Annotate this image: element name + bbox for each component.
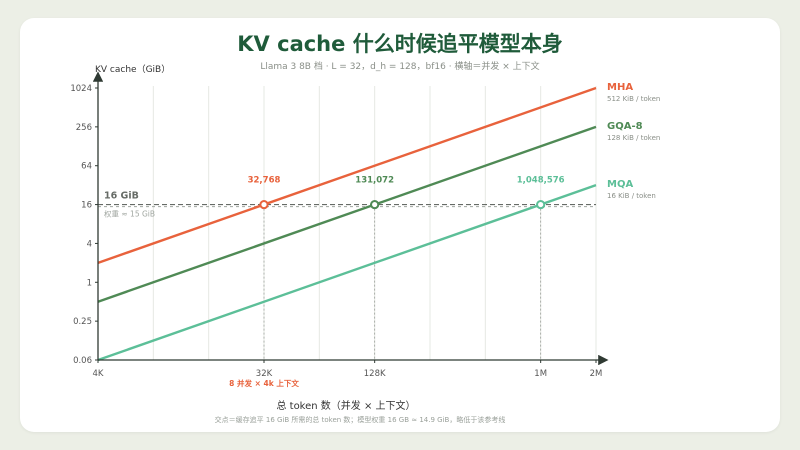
y-tick-label: 4 xyxy=(87,239,92,249)
crossing-point xyxy=(536,199,546,210)
series-rate-label: 128 KiB / token xyxy=(607,134,660,142)
series-line xyxy=(97,86,597,264)
crossing-marks: 32,768 131,072 1,048,576 xyxy=(248,176,565,210)
crossing-label: 32,768 xyxy=(248,176,281,186)
axes: KV cache（GiB） 总 token 数（并发 × 上下文） 交点＝缓存追… xyxy=(92,64,609,424)
x-axis-label: 总 token 数（并发 × 上下文） xyxy=(276,399,415,412)
y-tick-label: 1 xyxy=(87,278,92,288)
x-tick-label: 4K xyxy=(93,369,104,379)
x-note-annotation: 8 并发 × 4k 上下文 xyxy=(229,378,299,388)
series-name-label: GQA-8 xyxy=(607,121,643,132)
chart-card xyxy=(20,18,780,432)
y-tick-label: 256 xyxy=(76,123,92,133)
crossing-point xyxy=(259,199,269,210)
crossing-label: 131,072 xyxy=(355,176,394,186)
reference-line-label: 16 GiB xyxy=(104,191,139,202)
x-tick-label: 2M xyxy=(590,369,603,379)
series-name-label: MHA xyxy=(607,82,633,93)
x-tick-label: 1M xyxy=(534,369,547,379)
series-rate-label: 16 KiB / token xyxy=(607,192,656,200)
y-tick-label: 0.25 xyxy=(73,317,92,327)
series-lines xyxy=(97,86,597,362)
x-tick-label: 128K xyxy=(364,369,386,379)
y-tick-label: 0.06 xyxy=(73,356,92,366)
crossing-label: 1,048,576 xyxy=(517,176,565,186)
chart-title: KV cache 什么时候追平模型本身 xyxy=(237,32,563,56)
x-tick-label: 32K xyxy=(256,369,273,379)
reference-line-label: 权重 ≈ 15 GiB xyxy=(104,209,155,219)
series-line xyxy=(97,125,597,303)
tick-labels: 0.06 0.25 1 4 16 64 256 1024 4K 32K 128K 1M 2M xyxy=(70,84,602,379)
y-tick-label: 64 xyxy=(81,162,92,172)
crossing-guides xyxy=(263,204,542,360)
series-name-label: MQA xyxy=(607,179,633,190)
y-axis-label: KV cache（GiB） xyxy=(95,64,170,75)
series-labels: MHA 512 KiB / token GQA-8 128 KiB / token MQ… xyxy=(607,82,660,200)
y-tick-label: 1024 xyxy=(70,84,92,94)
grid xyxy=(152,86,597,360)
series-line xyxy=(97,184,597,362)
y-tick-label: 16 xyxy=(81,201,92,211)
chart-subtitle: Llama 3 8B 档 · L = 32，d_h = 128，bf16 · 横… xyxy=(260,62,540,72)
footnote: 交点＝缓存追平 16 GiB 所需的总 token 数；模型权重 16 GB ≈… xyxy=(215,415,506,424)
reference-lines: 16 GiB 权重 ≈ 15 GiB xyxy=(98,191,596,219)
crossing-point xyxy=(370,199,380,210)
series-rate-label: 512 KiB / token xyxy=(607,95,660,103)
